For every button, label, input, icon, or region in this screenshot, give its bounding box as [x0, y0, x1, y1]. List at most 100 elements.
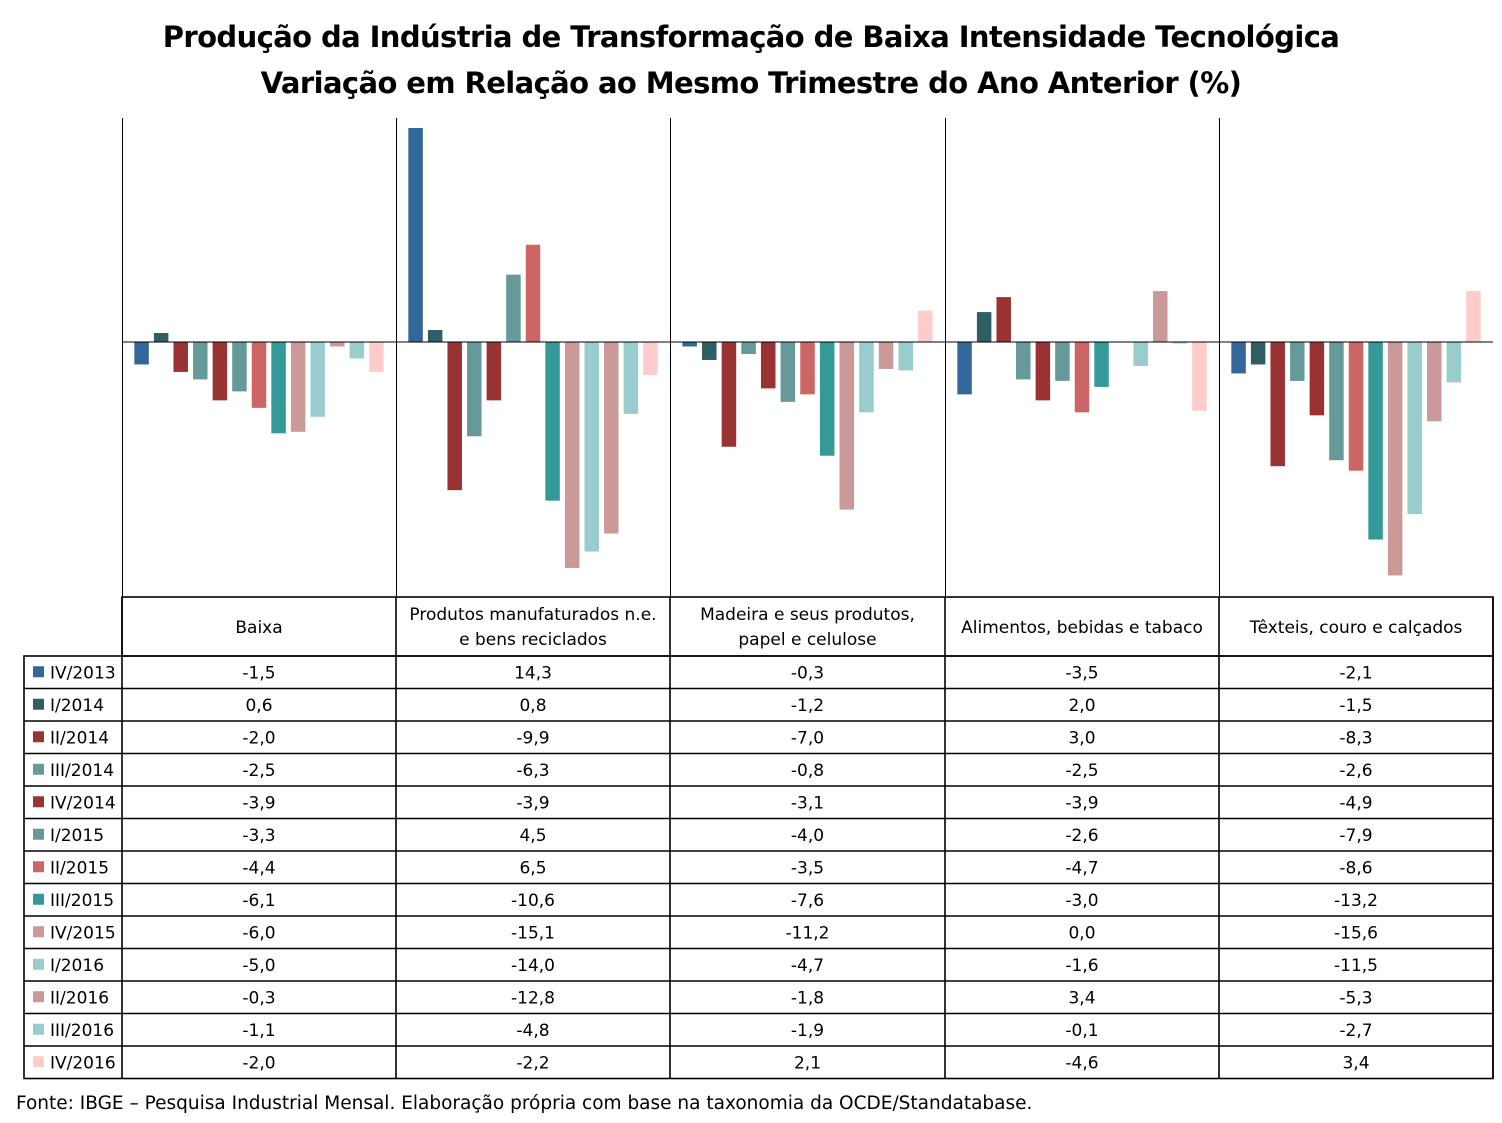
chart-title: Produção da Indústria de Transformação d…: [162, 20, 1340, 54]
table-cell-value: -2,0: [242, 1053, 275, 1073]
bar-II-2014-cat2: [447, 342, 462, 491]
bar-II-2016-cat5: [1427, 342, 1442, 422]
table-cell-value: -1,5: [1339, 696, 1372, 716]
table-cell-value: -1,8: [791, 988, 824, 1008]
table-cell-value: -7,6: [791, 891, 824, 911]
bar-IV-2013-cat5: [1231, 342, 1246, 374]
bar-II-2016-cat1: [330, 342, 345, 347]
table-cell-value: -1,2: [791, 696, 824, 716]
bar-I-2015-cat4: [1055, 342, 1070, 381]
table-cell-value: -9,9: [516, 728, 549, 748]
table-cell-value: -4,9: [1339, 793, 1372, 813]
legend-label: I/2014: [50, 696, 104, 716]
bar-IV-2014-cat5: [1309, 342, 1325, 416]
table-cell-value: -1,1: [242, 1021, 275, 1041]
bar-II-2016-cat2: [604, 342, 619, 534]
table-cell-value: -2,5: [242, 761, 275, 781]
legend-swatch: [33, 893, 44, 905]
table-cell-value: -11,2: [786, 923, 830, 943]
plot-dividers: [122, 118, 1493, 596]
table-cell-value: -0,8: [791, 761, 824, 781]
legend-label: III/2014: [50, 761, 114, 781]
legend-label: II/2015: [50, 858, 109, 878]
table-cell-value: 0,8: [519, 696, 546, 716]
bar-IV-2015-cat3: [839, 342, 855, 510]
table-cell-value: -2,0: [242, 728, 275, 748]
table-cell-value: 0,0: [1068, 923, 1095, 943]
bar-III-2015-cat4: [1094, 342, 1109, 387]
bar-I-2016-cat5: [1407, 342, 1422, 515]
bar-I-2016-cat2: [584, 342, 599, 552]
legend-label: III/2016: [50, 1021, 114, 1041]
table-cell-value: -4,4: [242, 858, 275, 878]
legend-label: I/2016: [50, 956, 104, 976]
bar-III-2015-cat3: [819, 342, 835, 456]
bar-II-2015-cat1: [251, 342, 267, 408]
table-cell-value: -2,2: [516, 1053, 549, 1073]
table-cell-value: -3,9: [1065, 793, 1098, 813]
table-cell-value: -3,3: [242, 826, 275, 846]
bar-III-2014-cat1: [193, 342, 208, 380]
table-cell-value: -3,9: [242, 793, 275, 813]
table-cell-value: 0,6: [245, 696, 272, 716]
legend-swatch: [33, 958, 44, 970]
bar-IV-2014-cat2: [486, 342, 502, 401]
bar-II-2016-cat4: [1153, 291, 1168, 342]
table-cell-value: -3,1: [791, 793, 824, 813]
bar-I-2016-cat3: [859, 342, 874, 413]
table-cell-value: 3,4: [1342, 1053, 1369, 1073]
table-cell-value: 3,0: [1068, 728, 1095, 748]
bar-I-2015-cat5: [1329, 342, 1344, 461]
table-cell-value: -0,3: [791, 663, 824, 683]
legend-swatch: [33, 666, 44, 678]
bar-I-2014-cat5: [1250, 342, 1266, 365]
table-cell-value: -1,5: [242, 663, 275, 683]
table-cell-value: -3,0: [1065, 891, 1098, 911]
legend-label: I/2015: [50, 826, 104, 846]
table-cell-value: -8,3: [1339, 728, 1372, 748]
table-cell-value: -13,2: [1334, 891, 1378, 911]
table-cell-value: -0,3: [242, 988, 275, 1008]
bar-II-2014-cat5: [1270, 342, 1285, 467]
chart-subtitle: Variação em Relação ao Mesmo Trimestre d…: [260, 66, 1242, 100]
bar-IV-2014-cat1: [212, 342, 228, 401]
bar-I-2014-cat2: [427, 330, 443, 342]
legend-swatch: [33, 731, 44, 743]
bar-III-2016-cat1: [349, 342, 365, 359]
bar-II-2015-cat2: [525, 244, 541, 342]
legend-swatch: [33, 698, 44, 710]
legend-label: IV/2014: [50, 793, 116, 813]
table-cell-value: -4,8: [516, 1021, 549, 1041]
table-cell-value: -11,5: [1334, 956, 1378, 976]
table-cell-value: -2,6: [1339, 761, 1372, 781]
bar-IV-2016-cat4: [1192, 342, 1207, 411]
table-cell-value: -5,3: [1339, 988, 1372, 1008]
bar-II-2014-cat4: [996, 297, 1011, 342]
bar-III-2014-cat3: [741, 342, 756, 354]
bar-IV-2014-cat4: [1035, 342, 1051, 401]
table-cell-value: -4,0: [791, 826, 824, 846]
table-cell-value: 4,5: [519, 826, 546, 846]
bar-IV-2013-cat3: [682, 342, 697, 347]
bar-III-2015-cat1: [271, 342, 286, 434]
bar-III-2015-cat5: [1368, 342, 1383, 540]
legend-label: III/2015: [50, 891, 114, 911]
bar-III-2016-cat4: [1172, 342, 1188, 344]
table-cell-value: -2,1: [1339, 663, 1372, 683]
bar-IV-2014-cat3: [760, 342, 776, 389]
table-cell-value: -0,1: [1065, 1021, 1098, 1041]
legend-swatch: [33, 861, 44, 873]
category-label: Madeira e seus produtos, papel e celulose: [700, 605, 915, 650]
bar-I-2014-cat1: [153, 333, 169, 342]
table-cell-value: -2,6: [1065, 826, 1098, 846]
bar-IV-2013-cat1: [134, 342, 149, 365]
table-cell-value: 14,3: [514, 663, 552, 683]
bar-III-2016-cat5: [1446, 342, 1462, 383]
table-cell-value: -3,5: [791, 858, 824, 878]
table-cell-value: -1,6: [1065, 956, 1098, 976]
legend-swatch: [33, 796, 44, 808]
table-cell-value: -7,9: [1339, 826, 1372, 846]
category-label: Têxteis, couro e calçados: [1249, 618, 1463, 638]
table-cell-value: -14,0: [511, 956, 555, 976]
